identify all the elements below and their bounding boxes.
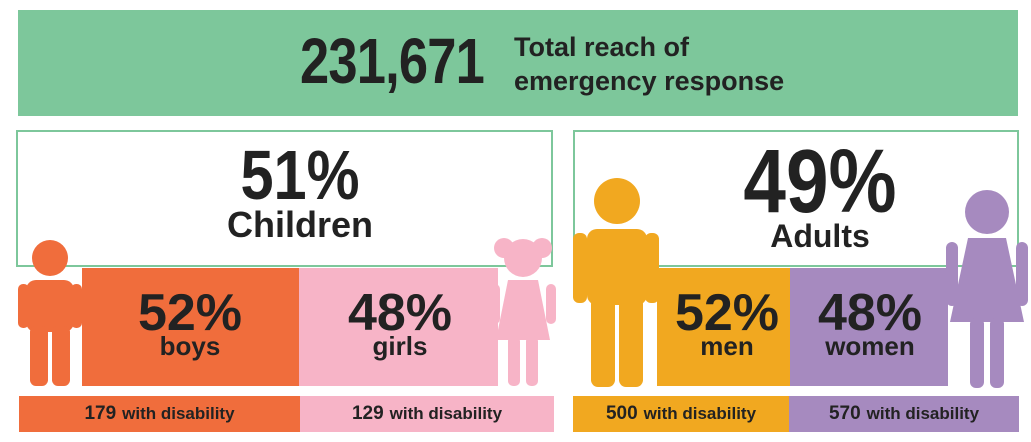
men-disability-count: 500 (605, 403, 638, 424)
children-summary-box (16, 130, 553, 267)
boys-block (82, 268, 299, 386)
men-disability-strip: 500 with disability (573, 396, 789, 432)
girl-figure-icon (490, 238, 556, 386)
girls-disability-text: with disability (389, 404, 503, 423)
woman-figure-icon (946, 190, 1028, 388)
total-reach-number: 231,671 (300, 25, 485, 97)
total-reach-caption: Total reach of emergency response (514, 32, 785, 96)
women-disability-count: 570 (828, 403, 861, 424)
boys-disability-text: with disability (122, 404, 235, 423)
women-label: women (825, 331, 915, 361)
boy-figure-icon (18, 240, 82, 386)
men-disability-text: with disability (643, 404, 757, 423)
boys-disability-strip: 179 with disability (19, 396, 300, 432)
boys-label: boys (159, 331, 221, 361)
women-disability-text: with disability (866, 404, 980, 423)
men-percent: 52% (674, 284, 780, 342)
girls-disability-strip: 129 with disability (300, 396, 554, 432)
men-block (657, 268, 790, 386)
women-disability-strip: 570 with disability (789, 396, 1019, 432)
women-block (790, 268, 948, 386)
men-label: men (700, 331, 754, 361)
girls-disability-count: 129 (351, 403, 384, 424)
boys-percent: 52% (137, 284, 243, 342)
adults-percent: 49% (743, 132, 897, 232)
girls-percent: 48% (347, 284, 453, 342)
girls-label: girls (372, 331, 428, 361)
children-label: Children (226, 204, 373, 245)
man-figure-icon (573, 178, 659, 387)
boys-disability-count: 179 (84, 403, 117, 424)
total-reach-banner (18, 10, 1018, 116)
adults-label: Adults (770, 218, 870, 254)
children-percent: 51% (240, 136, 360, 214)
women-percent: 48% (817, 284, 923, 342)
girls-block (299, 268, 498, 386)
